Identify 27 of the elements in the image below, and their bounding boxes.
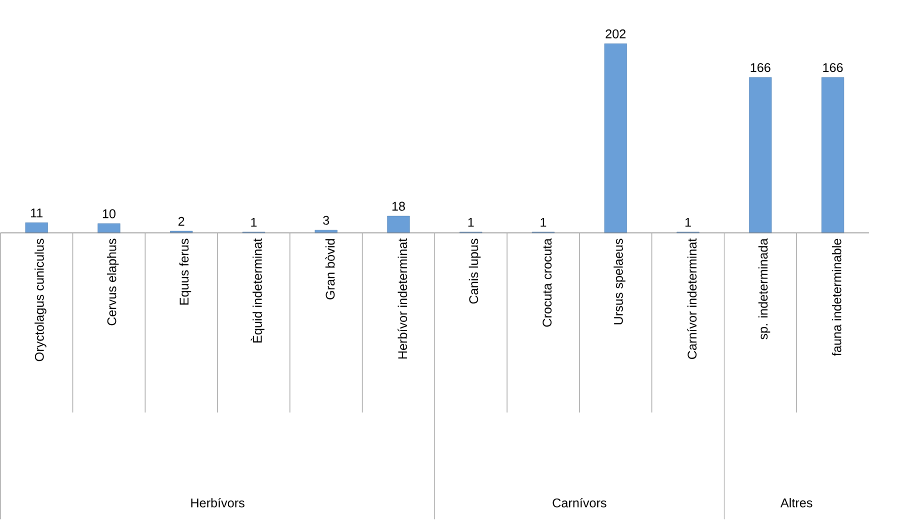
data-label: 1	[251, 218, 257, 227]
x-tick-label: Equus ferus	[179, 238, 192, 305]
data-label: 1	[468, 218, 474, 227]
x-tick-label: Ursus spelaeus	[614, 238, 626, 324]
data-label: 18	[392, 202, 405, 211]
data-label: 202	[606, 30, 626, 39]
x-tick-label: Canis lupus	[468, 238, 481, 304]
x-tick-label: Èquid indeterminat	[250, 238, 264, 343]
x-tick-label: Oryctolagus cuniculus	[34, 238, 46, 362]
text: Altres	[780, 498, 812, 508]
x-tick-label: Carnívor indeterminat	[687, 238, 697, 360]
text: Carnívors	[552, 498, 606, 508]
x-tick-label: Crocuta crocuta	[542, 238, 552, 327]
text: Herbívors	[191, 498, 244, 508]
data-label: 10	[102, 209, 116, 218]
x-tick-label: Herbívor indeterminat	[398, 238, 408, 359]
data-label: 166	[823, 63, 843, 72]
data-label: 166	[750, 63, 770, 72]
x-tick-label: sp. indeterminada	[758, 238, 770, 340]
data-label: 1	[540, 218, 546, 227]
x-tick-label: Gran bòvid	[325, 239, 335, 300]
x-tick-label: Cervus elaphus	[106, 238, 119, 326]
data-label: 1	[685, 218, 691, 227]
data-label: 2	[178, 217, 184, 226]
data-label: 3	[323, 216, 330, 225]
data-label: 11	[30, 208, 43, 218]
x-tick-label: fauna indeterminable	[832, 239, 842, 356]
